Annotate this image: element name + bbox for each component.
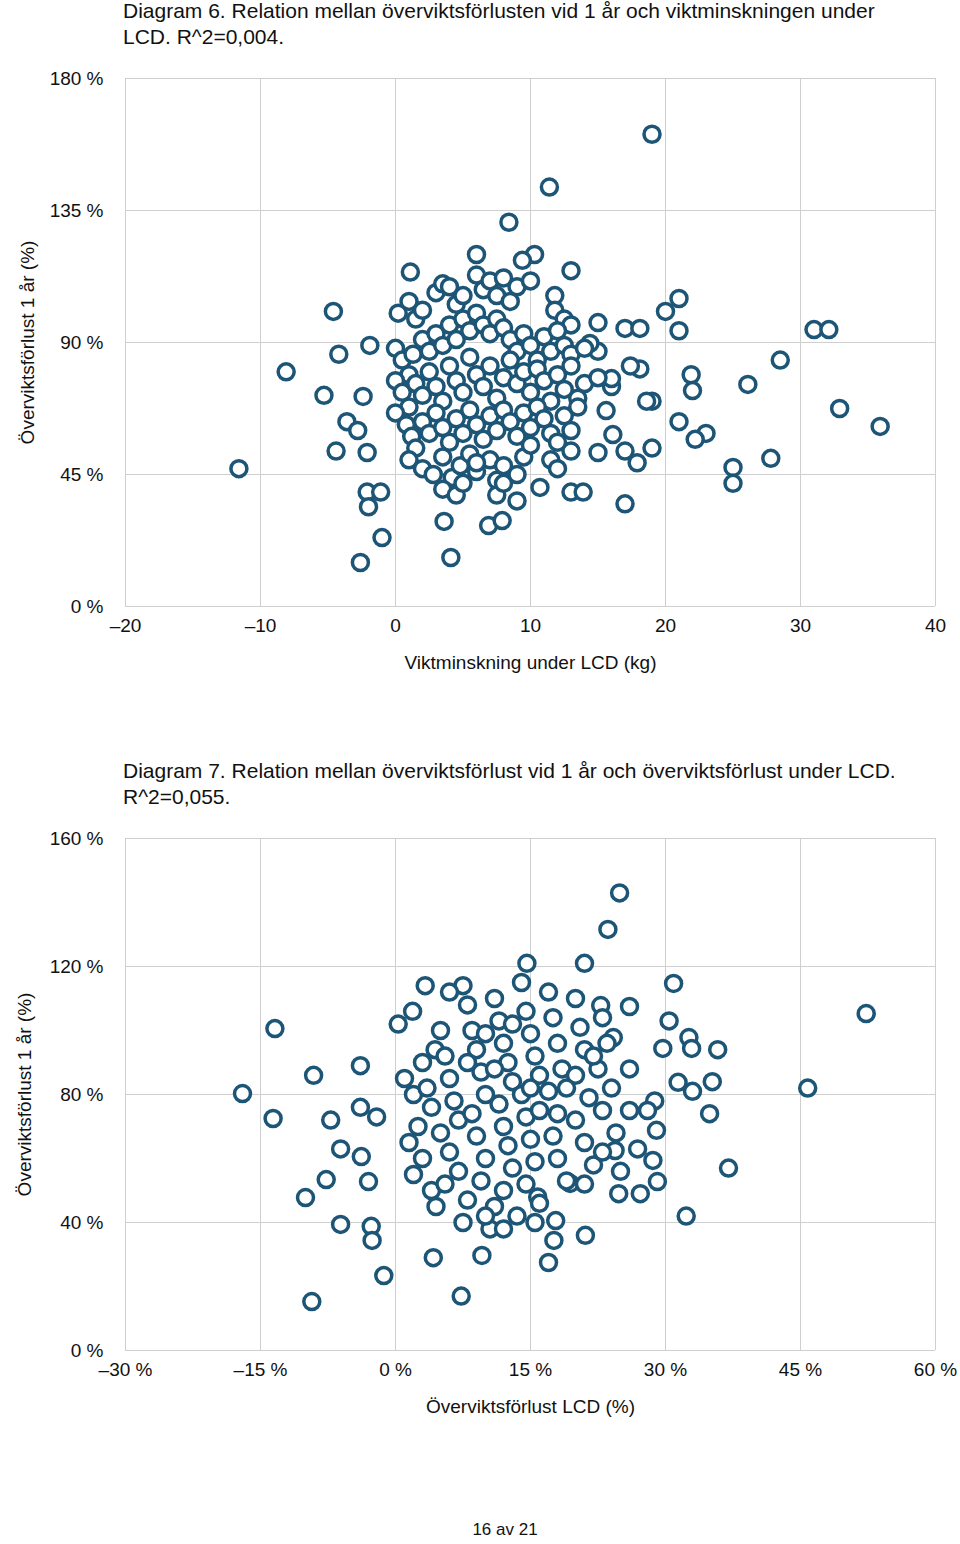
- svg-text:0 %: 0 %: [71, 1340, 104, 1361]
- svg-text:40: 40: [925, 615, 946, 636]
- svg-text:60 %: 60 %: [914, 1359, 957, 1380]
- svg-text:15 %: 15 %: [509, 1359, 552, 1380]
- svg-text:Överviktsförlust 1 år (%): Överviktsförlust 1 år (%): [14, 993, 35, 1197]
- svg-text:120 %: 120 %: [50, 956, 104, 977]
- svg-text:80 %: 80 %: [60, 1084, 103, 1105]
- svg-text:Överviktsförlust 1 år (%): Överviktsförlust 1 år (%): [17, 241, 38, 445]
- svg-text:–30 %: –30 %: [99, 1359, 153, 1380]
- svg-text:30: 30: [790, 615, 811, 636]
- svg-text:20: 20: [655, 615, 676, 636]
- svg-text:–15 %: –15 %: [234, 1359, 288, 1380]
- svg-text:Överviktsförlust LCD (%): Överviktsförlust LCD (%): [426, 1396, 635, 1417]
- svg-text:135 %: 135 %: [50, 200, 104, 221]
- svg-text:45 %: 45 %: [60, 464, 103, 485]
- svg-text:40 %: 40 %: [60, 1212, 103, 1233]
- svg-text:0 %: 0 %: [379, 1359, 412, 1380]
- svg-text:0: 0: [390, 615, 401, 636]
- svg-text:–10: –10: [245, 615, 277, 636]
- svg-text:–20: –20: [110, 615, 142, 636]
- svg-text:30 %: 30 %: [644, 1359, 687, 1380]
- svg-text:45 %: 45 %: [779, 1359, 822, 1380]
- svg-text:0 %: 0 %: [71, 596, 104, 617]
- html-text:Diagram 7. Relation mellan öve: Diagram 7. Relation mellan överviktsförl…: [123, 759, 896, 808]
- svg-text:10: 10: [520, 615, 541, 636]
- svg-text:90 %: 90 %: [60, 332, 103, 353]
- svg-text:Viktminskning under LCD (kg): Viktminskning under LCD (kg): [404, 652, 656, 673]
- svg-text:180 %: 180 %: [50, 68, 104, 89]
- svg-text:160 %: 160 %: [50, 828, 104, 849]
- html-text:Diagram 6. Relation mellan öve: Diagram 6. Relation mellan överviktsförl…: [123, 0, 875, 48]
- html-text:16 av 21: 16 av 21: [472, 1520, 538, 1539]
